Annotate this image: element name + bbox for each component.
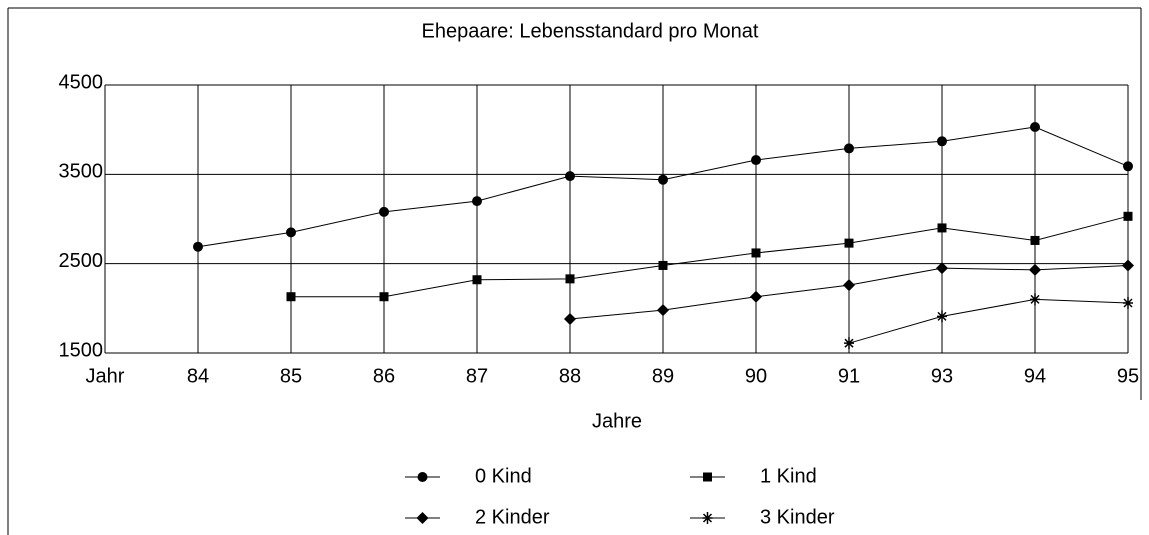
series-line [291, 215, 1129, 298]
x-tick-label: 85 [280, 365, 302, 387]
marker [564, 313, 576, 326]
series-line [848, 298, 1129, 344]
marker [844, 238, 854, 248]
marker [1123, 161, 1133, 172]
marker [751, 155, 761, 166]
marker [565, 274, 575, 284]
y-tick-label: 3500 [59, 161, 104, 183]
marker [844, 337, 854, 350]
marker [1030, 235, 1040, 245]
legend-label: 3 Kinder [760, 506, 835, 528]
x-tick-label: 88 [559, 365, 581, 387]
y-tick-label: 2500 [59, 250, 104, 272]
marker [1123, 211, 1133, 221]
marker [658, 260, 668, 270]
marker [751, 248, 761, 258]
x-tick-label: Jahr [86, 365, 125, 387]
marker [703, 472, 712, 482]
x-tick-label: 86 [373, 365, 395, 387]
legend-label: 0 Kind [475, 465, 532, 487]
marker [286, 227, 296, 238]
marker [379, 206, 389, 217]
marker [379, 292, 389, 302]
marker [1030, 121, 1040, 132]
x-tick-label: 90 [745, 365, 767, 387]
marker [417, 472, 428, 482]
marker [658, 174, 668, 185]
marker [937, 136, 947, 147]
legend-label: 1 Kind [760, 465, 817, 487]
marker [843, 279, 855, 292]
chart-title: Ehepaare: Lebensstandard pro Monat [422, 20, 759, 42]
marker [416, 512, 429, 524]
marker [1122, 259, 1134, 272]
marker [937, 223, 947, 233]
marker [936, 262, 948, 275]
marker [193, 241, 203, 252]
y-tick-label: 4500 [59, 71, 104, 93]
marker [1030, 293, 1040, 306]
marker [657, 304, 669, 317]
marker [1123, 296, 1133, 309]
marker [937, 310, 947, 323]
marker [844, 143, 854, 154]
x-tick-label: 84 [187, 365, 209, 387]
x-tick-label: 91 [838, 365, 860, 387]
marker [472, 275, 482, 285]
x-tick-label: 93 [931, 365, 953, 387]
x-tick-label: 87 [466, 365, 488, 387]
x-tick-label: 95 [1117, 365, 1139, 387]
marker [1029, 263, 1041, 276]
marker [286, 292, 296, 302]
marker [565, 171, 575, 182]
y-tick-label: 1500 [59, 339, 104, 361]
x-tick-label: 94 [1024, 365, 1046, 387]
x-axis-label: Jahre [592, 410, 642, 432]
marker [472, 196, 482, 207]
legend-label: 2 Kinder [475, 506, 550, 528]
marker [750, 290, 762, 303]
marker [702, 512, 713, 524]
x-tick-label: 89 [652, 365, 674, 387]
